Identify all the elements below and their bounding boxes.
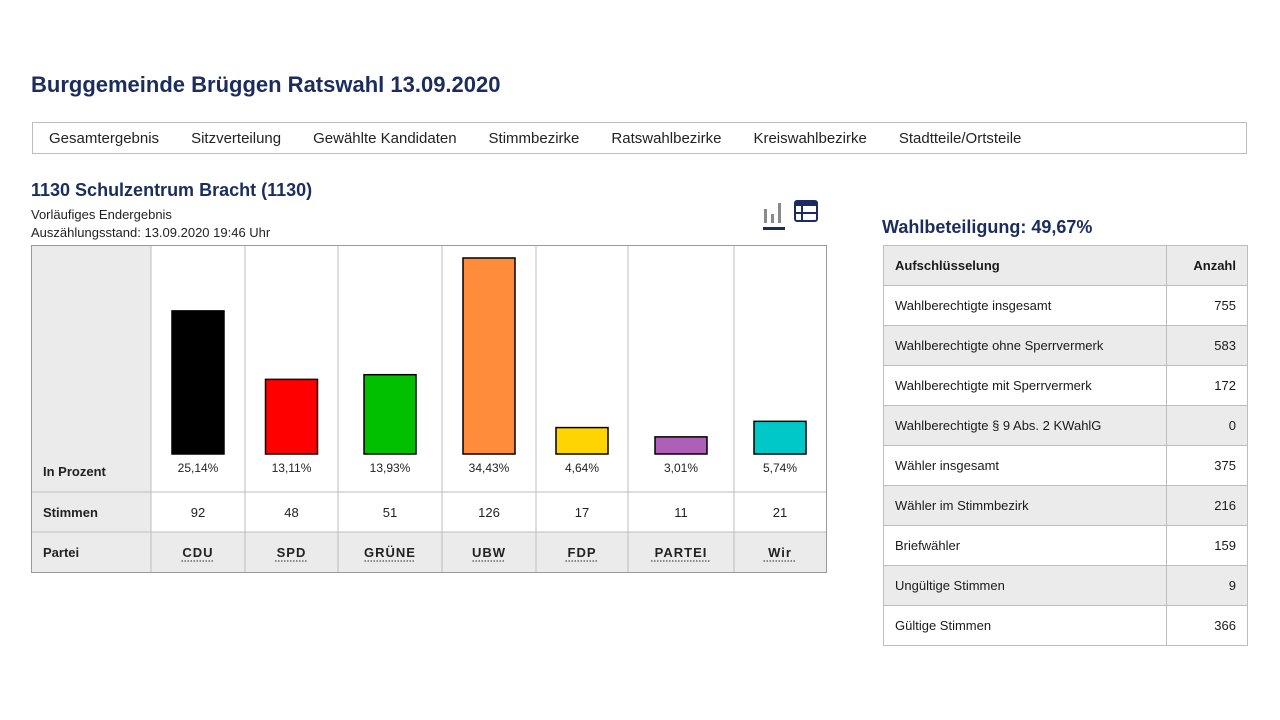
value-label-wir: 5,74% bbox=[763, 461, 797, 475]
nav-sitzverteilung[interactable]: Sitzverteilung bbox=[191, 129, 282, 147]
count-status: Auszählungsstand: 13.09.2020 19:46 Uhr bbox=[31, 225, 271, 240]
row-label: Wahlberechtigte insgesamt bbox=[883, 285, 1167, 326]
party-link-grüne[interactable]: GRÜNE bbox=[364, 545, 416, 560]
value-label-spd: 13,11% bbox=[272, 461, 312, 475]
row-label: Gültige Stimmen bbox=[883, 605, 1167, 646]
row-count: 375 bbox=[1166, 445, 1248, 486]
view-switcher bbox=[762, 199, 818, 231]
party-row-bg bbox=[151, 532, 826, 572]
row-label-votes: Stimmen bbox=[43, 505, 98, 520]
bar-partei bbox=[654, 436, 708, 455]
table-row: Wähler im Stimmbezirk 216 bbox=[883, 485, 1248, 526]
result-status: Vorläufiges Endergebnis bbox=[31, 207, 172, 222]
bar-fdp bbox=[555, 426, 609, 455]
turnout-title: Wahlbeteiligung: 49,67% bbox=[882, 217, 1093, 237]
nav-stadtteile-ortsteile[interactable]: Stadtteile/Ortsteile bbox=[898, 129, 1022, 147]
bar-chart: In Prozent Stimmen Partei 25,14% 92 CDU 13,11%… bbox=[32, 246, 826, 572]
votes-grüne: 51 bbox=[383, 505, 397, 520]
breakdown-table: Aufschlüsselung Anzahl Wahlberechtigte i… bbox=[883, 245, 1248, 646]
value-label-cdu: 25,14% bbox=[178, 461, 219, 475]
row-label: Ungültige Stimmen bbox=[883, 565, 1167, 606]
result-chart: In Prozent Stimmen Partei 25,14% 92 CDU 13,11%… bbox=[31, 245, 827, 573]
row-count: 172 bbox=[1166, 365, 1248, 406]
table-row: Wahlberechtigte insgesamt 755 bbox=[883, 285, 1248, 326]
party-link-cdu[interactable]: CDU bbox=[182, 545, 213, 560]
bar-spd bbox=[264, 378, 319, 455]
district-title: 1130 Schulzentrum Bracht (1130) bbox=[31, 180, 313, 200]
value-label-ubw: 34,43% bbox=[469, 461, 510, 475]
nav-gesamtergebnis[interactable]: Gesamtergebnis bbox=[49, 129, 160, 147]
nav-stimmbezirke[interactable]: Stimmbezirke bbox=[488, 129, 580, 147]
table-row: Wahlberechtigte § 9 Abs. 2 KWahlG 0 bbox=[883, 405, 1248, 446]
votes-wir: 21 bbox=[773, 505, 787, 520]
party-link-partei[interactable]: PARTEI bbox=[655, 545, 708, 560]
row-label: Briefwähler bbox=[883, 525, 1167, 566]
table-row: Ungültige Stimmen 9 bbox=[883, 565, 1248, 606]
value-label-partei: 3,01% bbox=[664, 461, 698, 475]
table-icon[interactable] bbox=[794, 199, 818, 231]
page-title: Burggemeinde Brüggen Ratswahl 13.09.2020 bbox=[31, 72, 501, 97]
label-column-bg bbox=[32, 246, 151, 572]
votes-spd: 48 bbox=[284, 505, 298, 520]
party-link-ubw[interactable]: UBW bbox=[472, 545, 506, 560]
table-row: Wahlberechtigte mit Sperrvermerk 172 bbox=[883, 365, 1248, 406]
bar-chart-icon[interactable] bbox=[762, 199, 786, 231]
row-label: Wahlberechtigte ohne Sperrvermerk bbox=[883, 325, 1167, 366]
header-breakdown: Aufschlüsselung bbox=[883, 245, 1167, 286]
votes-cdu: 92 bbox=[191, 505, 205, 520]
bar-cdu bbox=[171, 310, 225, 455]
nav-kreiswahlbezirke[interactable]: Kreiswahlbezirke bbox=[753, 129, 867, 147]
value-label-fdp: 4,64% bbox=[565, 461, 599, 475]
table-row: Wahlberechtigte ohne Sperrvermerk 583 bbox=[883, 325, 1248, 366]
row-label: Wähler insgesamt bbox=[883, 445, 1167, 486]
votes-ubw: 126 bbox=[478, 505, 500, 520]
bar-ubw bbox=[462, 257, 516, 455]
header-count: Anzahl bbox=[1166, 245, 1248, 286]
table-row: Briefwähler 159 bbox=[883, 525, 1248, 566]
row-count: 366 bbox=[1166, 605, 1248, 646]
row-count: 159 bbox=[1166, 525, 1248, 566]
row-count: 755 bbox=[1166, 285, 1248, 326]
value-label-grüne: 13,93% bbox=[370, 461, 411, 475]
row-label-percent: In Prozent bbox=[43, 464, 107, 479]
bar-grüne bbox=[363, 373, 417, 455]
votes-partei: 11 bbox=[674, 505, 688, 520]
nav-gewaehlte-kandidaten[interactable]: Gewählte Kandidaten bbox=[313, 129, 457, 147]
votes-fdp: 17 bbox=[575, 505, 589, 520]
main-nav: Gesamtergebnis Sitzverteilung Gewählte K… bbox=[32, 122, 1247, 154]
row-count: 0 bbox=[1166, 405, 1248, 446]
row-count: 9 bbox=[1166, 565, 1248, 606]
table-row: Gültige Stimmen 366 bbox=[883, 605, 1248, 646]
row-label: Wahlberechtigte § 9 Abs. 2 KWahlG bbox=[883, 405, 1167, 446]
table-row: Wähler insgesamt 375 bbox=[883, 445, 1248, 486]
row-count: 583 bbox=[1166, 325, 1248, 366]
bar-wir bbox=[753, 420, 807, 455]
party-link-fdp[interactable]: FDP bbox=[568, 545, 597, 560]
row-count: 216 bbox=[1166, 485, 1248, 526]
row-label-party: Partei bbox=[43, 545, 79, 560]
row-label: Wahlberechtigte mit Sperrvermerk bbox=[883, 365, 1167, 406]
party-link-spd[interactable]: SPD bbox=[277, 545, 307, 560]
row-label: Wähler im Stimmbezirk bbox=[883, 485, 1167, 526]
party-link-wir[interactable]: Wir bbox=[768, 545, 792, 560]
table-header-row: Aufschlüsselung Anzahl bbox=[883, 245, 1248, 286]
nav-ratswahlbezirke[interactable]: Ratswahlbezirke bbox=[611, 129, 722, 147]
